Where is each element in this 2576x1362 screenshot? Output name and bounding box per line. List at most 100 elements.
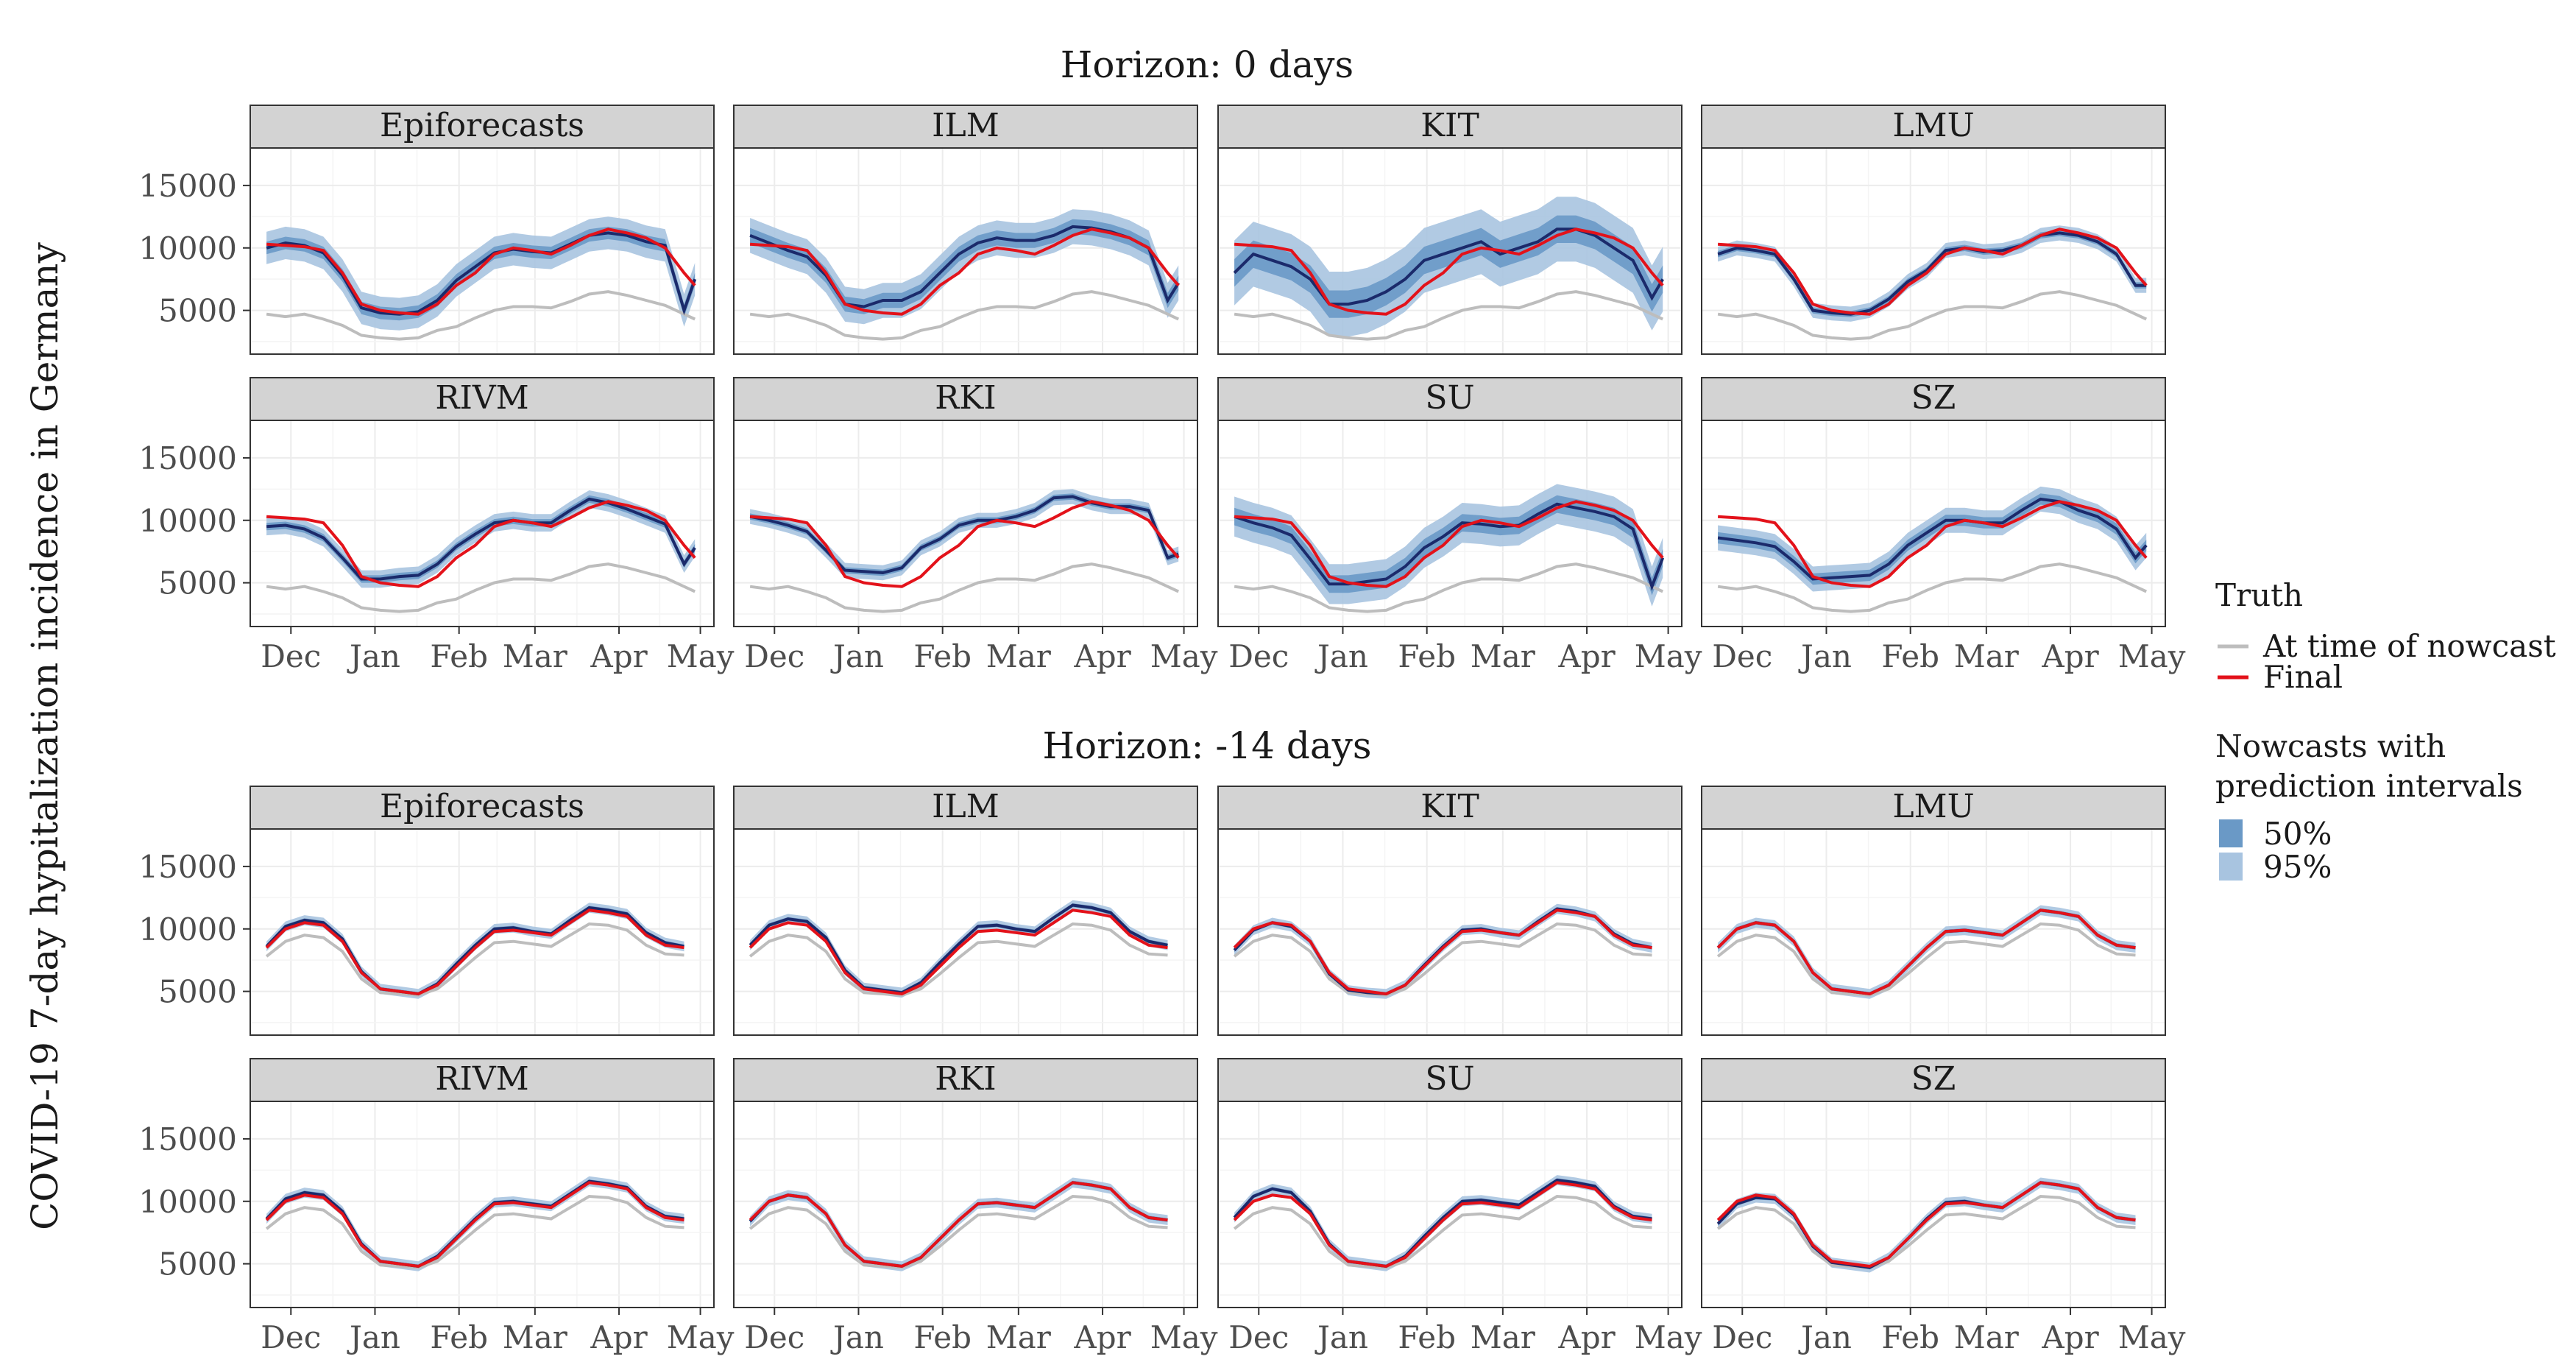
facet-strip-label: ILM [932, 788, 999, 825]
x-tick-label: Apr [1073, 638, 1131, 674]
line-final [749, 227, 1180, 316]
facet-row-titles: Horizon: 0 days Horizon: -14 days [1042, 43, 1371, 767]
x-tick-label: Mar [1954, 1319, 2020, 1355]
plot-border [250, 828, 715, 1036]
y-tick-label: 5000 [158, 565, 237, 601]
line-nowcast-median [1233, 227, 1664, 306]
plot-border [1701, 1101, 2166, 1308]
x-tick-label: May [1150, 638, 1218, 674]
x-tick-label: May [667, 1319, 735, 1355]
x-tick-label: Apr [590, 1319, 648, 1355]
x-tick-label: Dec [1228, 1319, 1289, 1355]
x-tick-label: Dec [744, 638, 804, 674]
interval-95 [750, 1177, 1168, 1271]
line-final [749, 500, 1180, 588]
facet-strip [250, 377, 715, 421]
plot-background [250, 829, 714, 1035]
panel-h0-rki: RKI Dec Jan Feb Mar Apr May [733, 377, 1218, 674]
panel-h14-su: SU Dec Jan Feb Mar Apr May [1217, 1058, 1702, 1355]
x-tick-label: Apr [2041, 1319, 2099, 1355]
legend-label-final: Final [2263, 659, 2343, 695]
panel-h14-rki: RKI Dec Jan Feb Mar Apr May [733, 1058, 1218, 1355]
plot-border [250, 1101, 715, 1308]
x-tick-label: Jan [347, 1319, 400, 1355]
x-tick-label: May [1635, 1319, 1702, 1355]
facet-strip [1217, 377, 1682, 421]
x-tick-label: Apr [1073, 1319, 1131, 1355]
plot-border [250, 147, 715, 355]
panel-h14-lmu: LMU [1701, 786, 2166, 1036]
x-tick-label: Jan [830, 1319, 884, 1355]
y-tick-label: 10000 [138, 911, 237, 948]
line-at-time-of-nowcast [265, 1194, 684, 1269]
x-tick-label: Feb [913, 1319, 972, 1355]
facet-row-title-0: Horizon: 0 days [1061, 43, 1354, 86]
facet-strip [250, 105, 715, 149]
x-tick-label: May [2118, 638, 2186, 674]
line-at-time-of-nowcast [1233, 922, 1652, 997]
legend-truth-title: Truth [2215, 577, 2303, 613]
x-tick-label: May [1635, 638, 1702, 674]
line-nowcast-median [1717, 231, 2147, 316]
x-tick-label: Feb [913, 638, 972, 674]
facet-strip-label: LMU [1892, 788, 1974, 825]
x-tick-label: Mar [503, 638, 568, 674]
panel-h0-su: SU Dec Jan Feb Mar Apr May [1217, 377, 1702, 674]
line-at-time-of-nowcast [266, 290, 696, 341]
line-at-time-of-nowcast [1233, 1194, 1652, 1269]
x-tick-label: Apr [1557, 638, 1616, 674]
facet-strip [1217, 105, 1682, 149]
line-final [1717, 227, 2148, 316]
x-tick-label: Feb [1398, 1319, 1456, 1355]
x-tick-label: Feb [430, 638, 488, 674]
plot-border [1217, 1101, 1682, 1308]
x-tick-label: Apr [2041, 638, 2099, 674]
y-tick-label: 15000 [138, 1121, 237, 1157]
x-tick-label: Apr [590, 638, 648, 674]
panel-h14-kit: KIT [1217, 786, 1682, 1036]
line-at-time-of-nowcast [749, 1194, 1168, 1269]
x-tick-label: Apr [1557, 1319, 1616, 1355]
line-at-time-of-nowcast [749, 290, 1180, 341]
line-nowcast-median [266, 497, 696, 581]
y-tick-label: 15000 [138, 440, 237, 476]
facet-strip [733, 786, 1198, 830]
line-nowcast-median [1234, 502, 1665, 591]
facet-strip-label: SZ [1911, 379, 1956, 417]
interval-95 [1718, 905, 2136, 999]
x-tick-label: Feb [1398, 638, 1456, 674]
line-at-time-of-nowcast [266, 562, 696, 613]
facet-strip-label: SU [1425, 1060, 1474, 1098]
line-final [1234, 500, 1664, 588]
x-tick-label: Jan [1314, 638, 1368, 674]
facet-strip-label: RKI [935, 379, 996, 417]
plot-background [250, 1101, 714, 1308]
x-tick-label: Jan [1798, 1319, 1852, 1355]
legend-label-50pct: 50% [2263, 816, 2332, 852]
line-at-time-of-nowcast [1716, 922, 2136, 997]
facet-strip [1701, 105, 2166, 149]
facet-row-title-1: Horizon: -14 days [1042, 724, 1371, 767]
facet-strip-label: KIT [1420, 107, 1479, 144]
line-final [1233, 908, 1652, 996]
line-nowcast-median [749, 903, 1168, 995]
plot-border [1701, 147, 2166, 355]
line-final [266, 500, 696, 588]
x-tick-label: Dec [1712, 638, 1772, 674]
plot-background [734, 829, 1197, 1035]
facet-strip [250, 786, 715, 830]
x-tick-label: Dec [261, 1319, 321, 1355]
panel-h0-ilm: ILM [733, 105, 1198, 355]
x-tick-label: Jan [830, 638, 884, 674]
plot-border [1701, 420, 2166, 627]
y-tick-label: 15000 [138, 849, 237, 885]
line-final [265, 1181, 684, 1269]
facet-strip-label: ILM [932, 107, 999, 144]
x-tick-label: Jan [347, 638, 400, 674]
x-tick-label: Feb [1881, 1319, 1939, 1355]
line-final [1717, 500, 2148, 588]
y-tick-label: 10000 [138, 503, 237, 539]
line-at-time-of-nowcast [265, 922, 684, 997]
x-tick-label: Dec [1228, 638, 1289, 674]
plot-border [733, 147, 1198, 355]
